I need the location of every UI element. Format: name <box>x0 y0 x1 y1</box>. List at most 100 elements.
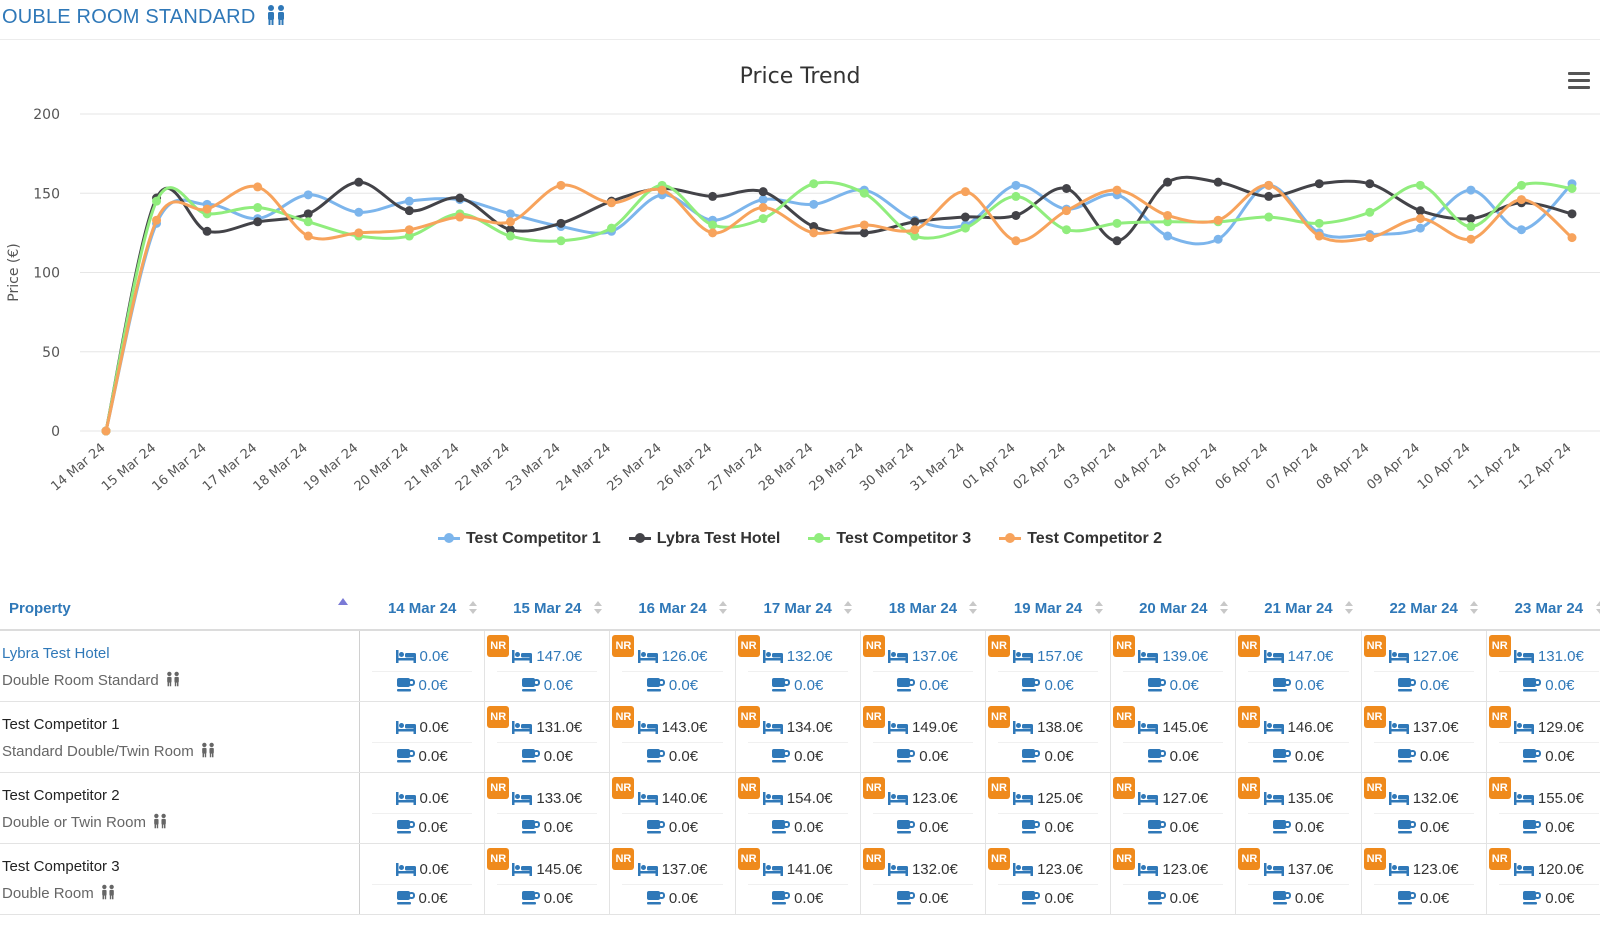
price-cell[interactable]: NR 125.0€ 0.0€ <box>985 772 1112 844</box>
breakfast-price: 0.0€ <box>372 883 473 907</box>
data-point-test-competitor-2 <box>202 204 212 214</box>
price-cell[interactable]: NR 123.0€ 0.0€ <box>1361 843 1487 915</box>
price-cell[interactable]: NR 133.0€ 0.0€ <box>484 772 611 844</box>
room-price: 129.0€ <box>1487 719 1600 736</box>
non-refundable-badge: NR <box>1113 635 1136 657</box>
sort-arrows-icon[interactable] <box>1345 601 1354 617</box>
sort-arrows-icon[interactable] <box>719 601 728 617</box>
data-point-test-competitor-2 <box>1264 180 1274 190</box>
price-cell[interactable]: NR 147.0€ 0.0€ <box>484 630 611 702</box>
price-cell[interactable]: NR 132.0€ 0.0€ <box>735 630 861 702</box>
price-cell[interactable]: NR 141.0€ 0.0€ <box>735 843 861 915</box>
price-cell[interactable]: 0.0€ 0.0€ <box>359 843 486 915</box>
price-cell[interactable]: NR 143.0€ 0.0€ <box>609 701 736 773</box>
column-header-date[interactable]: 16 Mar 24 <box>609 588 736 631</box>
price-cell[interactable]: NR 135.0€ 0.0€ <box>1235 772 1362 844</box>
sort-arrows-icon[interactable] <box>1470 601 1479 617</box>
price-cell[interactable]: NR 127.0€ 0.0€ <box>1361 630 1487 702</box>
column-header-date[interactable]: 20 Mar 24 <box>1110 588 1236 631</box>
price-cell[interactable]: NR 129.0€ 0.0€ <box>1486 701 1600 773</box>
price-cell[interactable]: NR 134.0€ 0.0€ <box>735 701 861 773</box>
price-cell[interactable]: NR 123.0€ 0.0€ <box>985 843 1112 915</box>
data-point-test-competitor-1 <box>1213 234 1223 244</box>
hotel-name: Test Competitor 3 <box>2 857 120 875</box>
non-refundable-badge: NR <box>737 776 760 799</box>
room-price: 147.0€ <box>485 648 609 665</box>
breakfast-price: 0.0€ <box>747 671 848 694</box>
price-cell[interactable]: NR 137.0€ 0.0€ <box>860 630 986 702</box>
price-cell[interactable]: NR 139.0€ 0.0€ <box>1110 630 1237 702</box>
room-price-value: 155.0€ <box>1537 789 1584 807</box>
legend-item-test-competitor-3[interactable]: Test Competitor 3 <box>808 530 971 548</box>
non-refundable-badge: NR <box>1113 705 1136 728</box>
column-header-date[interactable]: 23 Mar 24 <box>1486 588 1600 631</box>
price-cell[interactable]: NR 126.0€ 0.0€ <box>609 630 736 702</box>
room-price-value: 123.0€ <box>911 789 958 807</box>
price-cell[interactable]: NR 123.0€ 0.0€ <box>860 772 986 844</box>
price-cell[interactable]: NR 132.0€ 0.0€ <box>1361 772 1487 844</box>
data-point-test-competitor-1 <box>404 196 414 206</box>
price-cell[interactable]: NR 149.0€ 0.0€ <box>860 701 986 773</box>
sort-arrows-icon[interactable] <box>1219 601 1228 617</box>
breakfast-price: 0.0€ <box>747 812 848 836</box>
price-cell[interactable]: NR 140.0€ 0.0€ <box>609 772 736 844</box>
price-cell[interactable]: NR 145.0€ 0.0€ <box>1110 701 1237 773</box>
price-cell[interactable]: NR 145.0€ 0.0€ <box>484 843 611 915</box>
x-tick-label: 19 Mar 24 <box>301 441 361 495</box>
price-cell[interactable]: 0.0€ 0.0€ <box>359 630 486 702</box>
price-cell[interactable]: NR 123.0€ 0.0€ <box>1110 843 1237 915</box>
breakfast-price-value: 0.0€ <box>418 818 448 836</box>
legend-item-test-competitor-2[interactable]: Test Competitor 2 <box>999 530 1162 548</box>
price-cell[interactable]: NR 120.0€ 0.0€ <box>1486 843 1600 915</box>
breakfast-price: 0.0€ <box>372 671 473 694</box>
hamburger-menu-icon[interactable] <box>1568 72 1590 90</box>
hotel-name[interactable]: Lybra Test Hotel <box>2 645 110 662</box>
legend-item-test-competitor-1[interactable]: Test Competitor 1 <box>437 530 601 548</box>
breakfast-price-value: 0.0€ <box>418 747 448 765</box>
price-cell[interactable]: NR 157.0€ 0.0€ <box>985 630 1112 702</box>
price-cell[interactable]: NR 137.0€ 0.0€ <box>609 843 736 915</box>
column-header-date[interactable]: 18 Mar 24 <box>860 588 986 631</box>
room-header: OUBLE ROOM STANDARD <box>0 0 1600 40</box>
price-cell[interactable]: NR 131.0€ 0.0€ <box>484 701 611 773</box>
sort-arrows-icon[interactable] <box>1595 601 1600 617</box>
price-cell[interactable]: NR 137.0€ 0.0€ <box>1361 701 1487 773</box>
sort-asc-icon[interactable] <box>337 598 348 605</box>
price-cell[interactable]: NR 154.0€ 0.0€ <box>735 772 861 844</box>
sort-arrows-icon[interactable] <box>1094 601 1103 617</box>
x-tick-label: 27 Mar 24 <box>706 441 766 495</box>
column-header-date[interactable]: 14 Mar 24 <box>359 588 485 631</box>
breakfast-price-value: 0.0€ <box>1294 889 1325 907</box>
column-header-date[interactable]: 22 Mar 24 <box>1361 588 1487 631</box>
sort-arrows-icon[interactable] <box>969 601 978 617</box>
room-price: 137.0€ <box>1236 861 1360 878</box>
breakfast-price: 0.0€ <box>1498 671 1599 694</box>
column-header-date[interactable]: 17 Mar 24 <box>735 588 861 631</box>
column-header-property[interactable]: Property <box>0 588 360 631</box>
sort-arrows-icon[interactable] <box>593 601 602 617</box>
column-header-date[interactable]: 15 Mar 24 <box>484 588 610 631</box>
price-cell[interactable]: NR 131.0€ 0.0€ <box>1486 630 1600 702</box>
non-refundable-badge: NR <box>487 705 510 728</box>
column-header-date[interactable]: 21 Mar 24 <box>1235 588 1362 631</box>
room-price: 143.0€ <box>610 719 734 736</box>
price-cell[interactable]: NR 137.0€ 0.0€ <box>1235 843 1362 915</box>
non-refundable-badge: NR <box>612 776 635 799</box>
price-cell[interactable]: NR 147.0€ 0.0€ <box>1235 630 1362 702</box>
sort-arrows-icon[interactable] <box>468 601 477 617</box>
coffee-cup-icon <box>646 890 665 904</box>
breakfast-price: 0.0€ <box>622 671 723 694</box>
data-point-test-competitor-2 <box>152 215 162 225</box>
price-cell[interactable]: NR 146.0€ 0.0€ <box>1235 701 1362 773</box>
legend-item-lybra-test-hotel[interactable]: Lybra Test Hotel <box>628 530 780 548</box>
price-cell[interactable]: NR 155.0€ 0.0€ <box>1486 772 1600 844</box>
price-cell[interactable]: NR 138.0€ 0.0€ <box>985 701 1112 773</box>
price-cell[interactable]: 0.0€ 0.0€ <box>359 701 486 773</box>
price-cell[interactable]: 0.0€ 0.0€ <box>359 772 486 844</box>
sort-arrows-icon[interactable] <box>844 601 853 617</box>
breakfast-price-value: 0.0€ <box>919 747 949 765</box>
price-cell[interactable]: NR 132.0€ 0.0€ <box>860 843 986 915</box>
bed-icon <box>1013 862 1034 876</box>
column-header-date[interactable]: 19 Mar 24 <box>985 588 1111 631</box>
price-cell[interactable]: NR 127.0€ 0.0€ <box>1110 772 1237 844</box>
